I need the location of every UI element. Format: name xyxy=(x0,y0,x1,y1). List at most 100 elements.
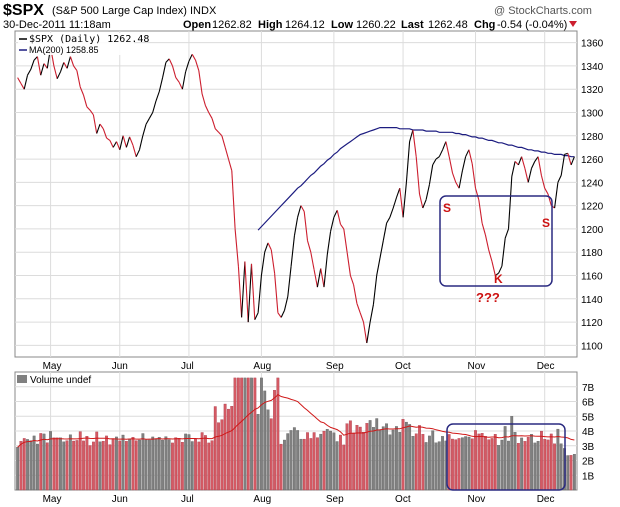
legend-bg xyxy=(18,33,134,55)
volume-y-tick-label: 6B xyxy=(582,398,595,409)
volume-bar xyxy=(460,437,464,491)
price-segment xyxy=(214,128,220,133)
volume-bar xyxy=(480,433,484,491)
volume-x-tick-label: May xyxy=(43,494,62,505)
price-segment xyxy=(359,312,365,323)
volume-bar xyxy=(289,430,293,491)
volume-bar xyxy=(316,437,319,491)
volume-y-tick-label: 3B xyxy=(582,442,595,453)
price-segment xyxy=(82,94,88,107)
price-segment xyxy=(115,141,121,151)
price-segment xyxy=(300,205,305,212)
volume-bar xyxy=(194,438,197,491)
price-segment xyxy=(402,182,407,218)
price-segment xyxy=(418,193,424,209)
volume-bar xyxy=(253,377,257,491)
price-segment xyxy=(379,240,384,259)
price-segment xyxy=(241,261,246,318)
volume-bar xyxy=(72,440,76,491)
volume-bar xyxy=(88,445,92,491)
price-y-tick-label: 1260 xyxy=(581,155,604,166)
price-segment xyxy=(23,75,29,90)
price-segment xyxy=(356,303,361,313)
price-segment xyxy=(165,58,170,63)
volume-bar xyxy=(556,428,560,491)
price-segment xyxy=(511,161,516,177)
volume-bar xyxy=(204,435,207,491)
volume-bar xyxy=(309,438,313,491)
price-x-tick-label: Aug xyxy=(253,361,271,372)
volume-bar xyxy=(375,418,379,491)
price-x-tick-label: Dec xyxy=(537,361,555,372)
volume-bar xyxy=(68,434,72,491)
volume-bar xyxy=(39,433,43,491)
price-segment xyxy=(125,136,131,148)
price-segment xyxy=(326,231,332,255)
price-y-tick-label: 1300 xyxy=(581,109,604,120)
volume-bar xyxy=(516,443,520,491)
price-segment xyxy=(498,265,503,274)
price-segment xyxy=(395,188,401,198)
price-segment xyxy=(303,211,309,241)
exchange: INDX xyxy=(190,5,217,17)
price-grid xyxy=(15,31,577,357)
annotation-s-right: S xyxy=(542,216,550,230)
annotation-s-left: S xyxy=(443,201,451,215)
volume-bar xyxy=(464,436,468,491)
volume-bar xyxy=(279,443,283,491)
price-segment xyxy=(122,135,127,148)
price-y-tick-label: 1140 xyxy=(581,295,603,306)
price-segment xyxy=(428,164,434,185)
volume-bar xyxy=(151,436,155,491)
price-segment xyxy=(132,144,137,157)
price-segment xyxy=(474,188,480,200)
volume-bar xyxy=(306,432,309,491)
price-segment xyxy=(346,252,351,276)
volume-bar xyxy=(533,442,537,491)
price-segment xyxy=(56,71,61,79)
volume-bar xyxy=(345,423,349,491)
price-segment xyxy=(409,129,414,142)
price-segment xyxy=(336,210,342,225)
volume-bar xyxy=(467,436,471,491)
volume-bar xyxy=(263,390,267,491)
price-x-tick-label: Jun xyxy=(112,361,128,372)
volume-bar xyxy=(55,437,59,491)
price-segment xyxy=(250,263,256,320)
price-segment xyxy=(168,58,173,67)
price-segment xyxy=(386,217,391,224)
price-segment xyxy=(201,93,206,106)
volume-bar xyxy=(36,443,39,491)
price-segment xyxy=(507,176,513,229)
volume-bar xyxy=(243,377,247,491)
open-value: 1262.82 xyxy=(212,19,252,31)
price-x-tick-label: May xyxy=(43,361,62,372)
volume-bar xyxy=(437,441,441,491)
price-segment xyxy=(478,199,483,224)
volume-bar xyxy=(144,439,148,491)
price-y-tick-label: 1280 xyxy=(581,132,604,143)
price-segment xyxy=(73,65,78,71)
volume-bar xyxy=(365,423,369,491)
volume-bar xyxy=(82,440,85,491)
volume-bar xyxy=(421,434,425,491)
price-y-tick-label: 1160 xyxy=(581,272,603,283)
price-segment xyxy=(20,83,25,90)
price-y-tick-label: 1220 xyxy=(581,202,604,213)
high-value: 1264.12 xyxy=(285,19,325,31)
volume-x-tick-label: Jun xyxy=(112,494,128,505)
volume-bar xyxy=(134,440,138,491)
price-segment xyxy=(313,269,318,288)
volume-bar xyxy=(487,439,491,491)
volume-bar xyxy=(101,441,105,491)
volume-bar xyxy=(141,433,145,491)
volume-bar xyxy=(118,440,122,491)
price-segment xyxy=(135,149,140,157)
timestamp: 30-Dec-2011 11:18am xyxy=(3,19,111,31)
price-segment xyxy=(445,141,450,157)
price-segment xyxy=(33,56,38,61)
price-segment xyxy=(448,156,454,174)
volume-bar xyxy=(250,377,253,491)
volume-y-tick-label: 7B xyxy=(582,383,595,394)
price-segment xyxy=(237,266,243,318)
